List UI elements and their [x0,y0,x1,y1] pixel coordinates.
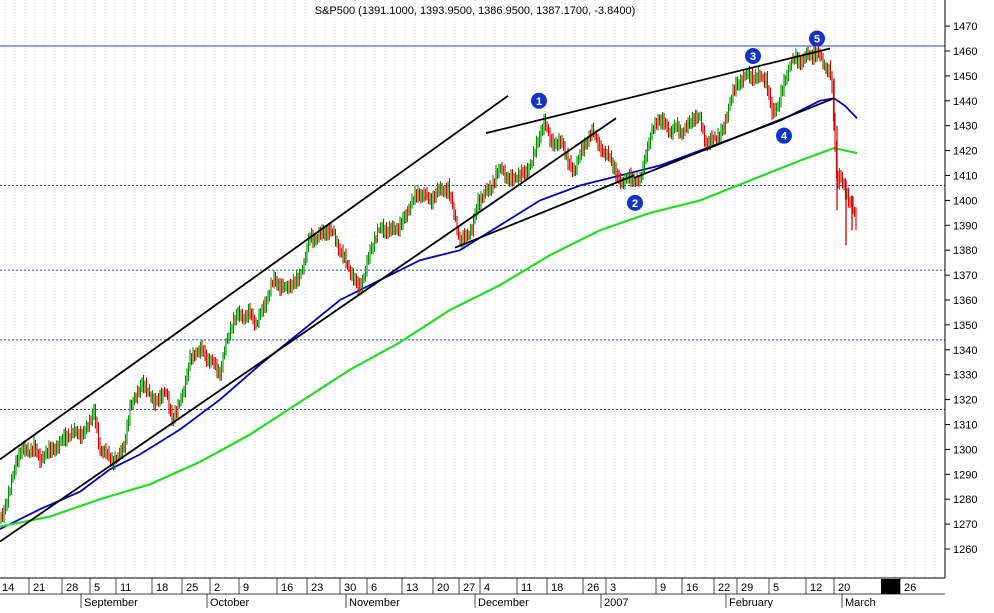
wave-label-circle [531,92,547,109]
x-day-label: 18 [156,582,168,594]
x-day-label: 18 [551,582,563,594]
x-day-label: 23 [311,582,323,594]
y-tick-label: 1300 [953,444,977,456]
y-tick-label: 1440 [953,96,977,108]
trend-line [0,95,509,461]
y-tick-label: 1420 [953,146,977,158]
x-month-label: December [478,597,529,608]
grid [4,0,936,578]
x-day-label: 21 [33,582,45,594]
wave-label-text: 3 [750,51,756,63]
wave-label-circle [776,127,792,144]
y-tick-label: 1290 [953,469,977,481]
x-day-label: 29 [741,582,753,594]
y-tick-label: 1340 [953,345,977,357]
x-day-label: 6 [371,582,377,594]
y-tick-label: 1370 [953,270,977,282]
x-day-label: 26 [587,582,599,594]
x-day-label: 11 [120,582,131,594]
axes: 1260127012801290130013101320133013401350… [0,0,977,609]
moving-averages [0,97,858,530]
wave-label-text: 5 [814,34,820,46]
x-day-label: 20 [437,582,449,594]
y-tick-label: 1430 [953,121,977,133]
y-tick-label: 1470 [953,21,977,33]
horizontal-levels [0,45,945,411]
x-day-label: 2 [214,582,220,594]
x-day-label: 16 [686,582,698,594]
wave-label-2: 2 [627,194,643,211]
x-day-label: 25 [186,582,198,594]
x-month-label: February [729,597,774,608]
wave-label-text: 2 [632,198,638,210]
trend-line [633,97,835,179]
x-month-label: 2007 [604,597,628,608]
trend-line [485,47,831,135]
y-tick-label: 1390 [953,220,977,232]
x-day-label: 11 [521,582,532,594]
y-tick-label: 1360 [953,295,977,307]
x-month-label: November [349,597,400,608]
y-tick-label: 1350 [953,320,977,332]
x-day-label: 9 [660,582,666,594]
trend-lines [0,47,835,543]
x-day-label: 16 [281,582,293,594]
x-day-label: 5 [94,582,100,594]
x-month-label: September [84,597,138,608]
wave-label-text: 1 [536,96,542,108]
x-day-label: 22 [718,582,730,594]
x-day-label: 9 [243,582,249,594]
axis-block-marker [881,579,900,594]
wave-label-3: 3 [745,47,761,64]
chart-title: S&P500 (1391.1000, 1393.9500, 1386.9500,… [315,5,636,17]
wave-label-circle [627,194,643,211]
x-day-label: 13 [406,582,418,594]
y-tick-label: 1270 [953,519,977,531]
wave-label-circle [809,30,825,47]
x-day-label: 30 [344,582,356,594]
x-day-label: 28 [66,582,78,594]
y-tick-label: 1260 [953,544,977,556]
moving-average-short-line [0,97,858,530]
wave-labels: 1 2 3 4 5 [531,30,825,211]
x-day-label: 12 [810,582,822,594]
y-tick-label: 1450 [953,71,977,83]
x-day-label: 27 [463,582,475,594]
y-tick-label: 1400 [953,195,977,207]
x-day-label: 5 [773,582,779,594]
moving-average-long-line [0,146,858,528]
y-tick-label: 1330 [953,370,977,382]
wave-label-1: 1 [531,92,547,109]
y-tick-label: 1380 [953,245,977,257]
x-day-label: 20 [838,582,850,594]
y-tick-label: 1460 [953,46,977,58]
x-day-label: 4 [484,582,490,594]
y-tick-label: 1320 [953,395,977,407]
x-month-label: October [210,597,249,608]
wave-label-4: 4 [776,127,792,144]
y-tick-label: 1410 [953,171,977,183]
wave-label-circle [745,47,761,64]
x-day-label: 26 [904,582,916,594]
trend-line [454,174,635,249]
wave-label-text: 4 [781,131,788,143]
x-month-label: March [845,597,876,608]
trend-line [0,117,617,543]
y-tick-label: 1310 [953,420,977,432]
wave-label-5: 5 [809,30,825,47]
price-bars [0,45,857,525]
x-day-label: 14 [2,582,14,594]
x-day-label: 3 [610,582,616,594]
y-tick-label: 1280 [953,494,977,506]
